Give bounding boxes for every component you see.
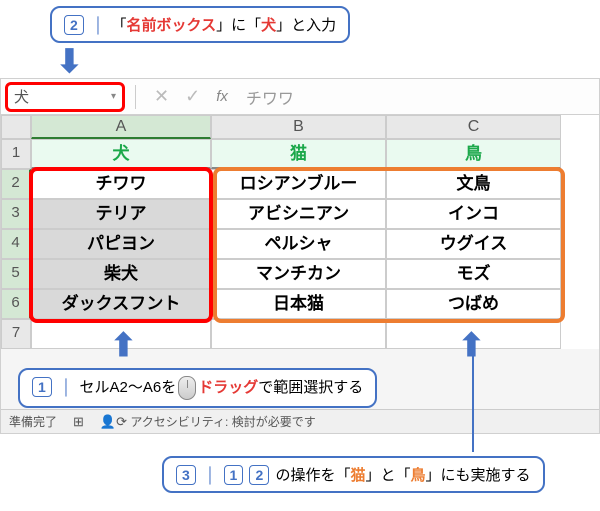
column-header-b[interactable]: B — [211, 115, 386, 139]
cell[interactable]: マンチカン — [211, 259, 386, 289]
arrow-up-icon: ⬆ — [110, 326, 137, 364]
cell[interactable]: 柴犬 — [31, 259, 211, 289]
cell[interactable]: アビシニアン — [211, 199, 386, 229]
row-header[interactable]: 5 — [1, 259, 31, 289]
select-all-corner[interactable] — [1, 115, 31, 139]
column-header-a[interactable]: A — [31, 115, 211, 139]
arrow-stem — [472, 356, 474, 452]
separator: │ — [62, 379, 71, 396]
cell[interactable]: ペルシャ — [211, 229, 386, 259]
cell[interactable]: ロシアンブルー — [211, 169, 386, 199]
confirm-icon[interactable]: ✓ — [177, 86, 208, 107]
cell[interactable]: テリア — [31, 199, 211, 229]
cell[interactable]: つばめ — [386, 289, 561, 319]
cell[interactable]: ウグイス — [386, 229, 561, 259]
name-box[interactable]: 犬 ▾ — [5, 82, 125, 112]
step-ref: 2 — [249, 465, 269, 485]
cell[interactable]: インコ — [386, 199, 561, 229]
callout-step-2: 2 │ 「名前ボックス」に「犬」と入力 — [50, 6, 350, 43]
row-header[interactable]: 3 — [1, 199, 31, 229]
separator: │ — [94, 17, 103, 34]
mouse-icon — [178, 376, 196, 400]
status-bar: 準備完了 ⊞ 👤⟳ アクセシビリティ: 検討が必要です — [1, 409, 599, 433]
cell[interactable]: 鳥 — [386, 139, 561, 169]
formula-bar-value[interactable]: チワワ — [236, 85, 294, 109]
arrow-down-icon: ⬇ — [56, 42, 83, 80]
cell[interactable]: モズ — [386, 259, 561, 289]
row-header[interactable]: 1 — [1, 139, 31, 169]
row-header[interactable]: 2 — [1, 169, 31, 199]
chevron-down-icon[interactable]: ▾ — [111, 91, 116, 102]
divider — [135, 85, 136, 109]
step-number: 2 — [64, 15, 84, 35]
callout-step-3: 3 │ 1 2 の操作を「猫」と「鳥」にも実施する — [162, 456, 545, 493]
cell[interactable]: 猫 — [211, 139, 386, 169]
step-number: 3 — [176, 465, 196, 485]
cell[interactable]: 日本猫 — [211, 289, 386, 319]
cell[interactable]: チワワ — [31, 169, 211, 199]
cancel-icon[interactable]: ✕ — [146, 86, 177, 107]
row-header[interactable]: 7 — [1, 319, 31, 349]
name-box-value: 犬 — [14, 86, 29, 107]
formula-bar: 犬 ▾ ✕ ✓ fx チワワ — [1, 79, 599, 115]
callout-step-1: 1 │ セルA2～A6をドラッグで範囲選択する — [18, 368, 377, 408]
cell[interactable] — [211, 319, 386, 349]
fx-label[interactable]: fx — [208, 88, 236, 105]
cell[interactable]: パピヨン — [31, 229, 211, 259]
step-number: 1 — [32, 377, 52, 397]
status-ready: 準備完了 — [9, 413, 57, 430]
cell[interactable]: 犬 — [31, 139, 211, 169]
column-header-c[interactable]: C — [386, 115, 561, 139]
row-header[interactable]: 6 — [1, 289, 31, 319]
spreadsheet-grid[interactable]: A B C 1 犬 猫 鳥 2 チワワ ロシアンブルー 文鳥 3 テリア アビシ… — [1, 115, 599, 349]
cell[interactable]: 文鳥 — [386, 169, 561, 199]
grid-icon[interactable]: ⊞ — [73, 414, 84, 430]
accessibility-status: 👤⟳ アクセシビリティ: 検討が必要です — [100, 413, 316, 430]
cell[interactable]: ダックスフント — [31, 289, 211, 319]
step-ref: 1 — [224, 465, 244, 485]
row-header[interactable]: 4 — [1, 229, 31, 259]
separator: │ — [206, 467, 215, 484]
